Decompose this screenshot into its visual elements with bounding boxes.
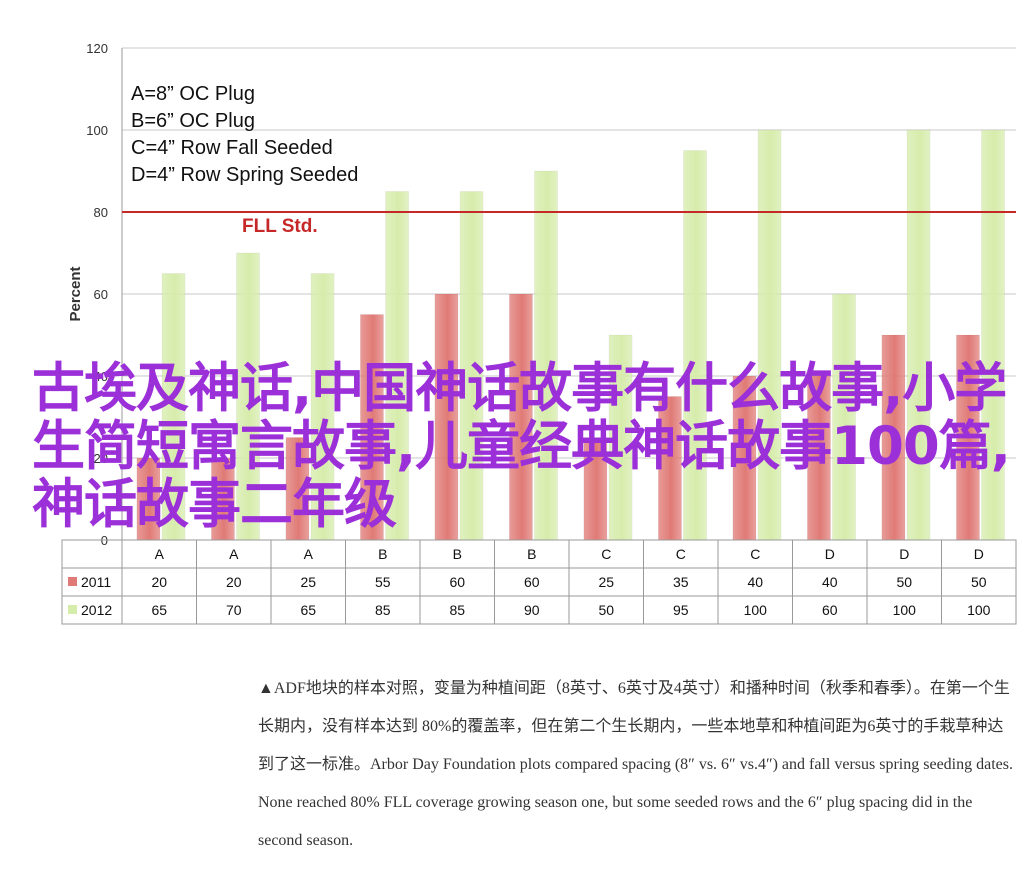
category-legend: A=8” OC Plug B=6” OC Plug C=4” Row Fall Se… — [131, 83, 358, 186]
table-value: 25 — [598, 574, 614, 590]
table-value: 20 — [226, 574, 242, 590]
table-value: 60 — [449, 574, 465, 590]
table-value: 50 — [971, 574, 987, 590]
table-category-label: D — [899, 546, 909, 562]
table-category-label: D — [825, 546, 835, 562]
legend-swatch-2012 — [68, 605, 77, 614]
overlay-text: 古埃及神话,中国神话故事有什么故事,小学生简短寓言故事,儿童经典神话故事100篇… — [32, 358, 1011, 535]
data-table: A A A B B B C C C D D D 2011 20 20 25 55 60 60 25 35 40 40 50 50… — [61, 539, 1017, 625]
legend-entry: D=4” Row Spring Seeded — [131, 164, 358, 186]
table-value: 100 — [967, 602, 991, 618]
y-tick-label: 100 — [86, 123, 108, 138]
table-value: 20 — [151, 574, 167, 590]
table-value: 70 — [226, 602, 242, 618]
table-value: 35 — [673, 574, 689, 590]
table-category-label: B — [378, 546, 387, 562]
table-value: 60 — [524, 574, 540, 590]
table-value: 90 — [524, 602, 540, 618]
y-tick-label: 60 — [94, 287, 108, 302]
reference-line-label: FLL Std. — [242, 216, 318, 237]
table-category-label: A — [304, 546, 314, 562]
fll-reference-line: FLL Std. — [122, 211, 1016, 237]
table-value: 65 — [151, 602, 167, 618]
table-value: 95 — [673, 602, 689, 618]
y-tick-label: 120 — [86, 41, 108, 56]
y-tick-label: 80 — [94, 205, 108, 220]
table-value: 65 — [300, 602, 316, 618]
table-value: 50 — [896, 574, 912, 590]
legend-entry: C=4” Row Fall Seeded — [131, 137, 333, 159]
table-category-label: B — [527, 546, 536, 562]
y-tick-label: 40 — [94, 369, 108, 384]
table-category-label: A — [155, 546, 165, 562]
table-value: 55 — [375, 574, 391, 590]
table-category-label: D — [974, 546, 984, 562]
legend-entry: A=8” OC Plug — [131, 83, 255, 105]
table-value: 40 — [747, 574, 763, 590]
table-value: 40 — [822, 574, 838, 590]
table-value: 85 — [449, 602, 465, 618]
series-name-2011: 2011 — [81, 574, 111, 590]
table-category-label: C — [676, 546, 686, 562]
legend-swatch-2011 — [68, 577, 77, 586]
table-value: 60 — [822, 602, 838, 618]
table-category-label: B — [453, 546, 462, 562]
table-value: 25 — [300, 574, 316, 590]
bars — [136, 129, 1005, 541]
table-value: 85 — [375, 602, 391, 618]
series-name-2012: 2012 — [81, 602, 112, 618]
table-category-label: A — [229, 546, 239, 562]
table-value: 100 — [893, 602, 917, 618]
y-axis-title: Percent — [67, 266, 84, 321]
y-tick-label: 20 — [94, 451, 108, 466]
caption-text: ▲ADF地块的样本对照，变量为种植间距（8英寸、6英寸及4英寸）和播种时间（秋季… — [258, 680, 1013, 849]
table-value: 100 — [744, 602, 768, 618]
table-value: 50 — [598, 602, 614, 618]
legend-entry: B=6” OC Plug — [131, 110, 255, 132]
table-category-label: C — [750, 546, 760, 562]
table-category-label: C — [601, 546, 611, 562]
